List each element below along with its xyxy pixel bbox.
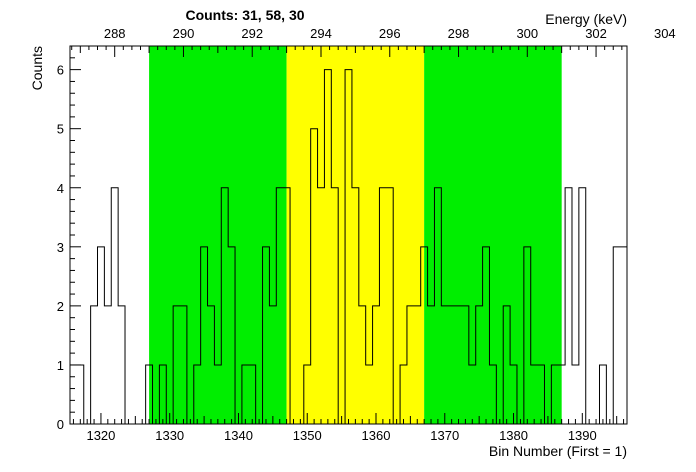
energy-tick-label: 302: [585, 26, 607, 41]
histogram-bin-1347: [283, 188, 290, 424]
histogram-bin-1351: [311, 129, 318, 424]
histogram-bin-1368: [428, 306, 435, 424]
histogram-bin-1338: [221, 188, 228, 424]
y-tick-label: 0: [57, 417, 64, 432]
histogram-bin-1344: [263, 247, 270, 424]
histogram-bin-1379: [503, 306, 510, 424]
histogram-bin-1387: [558, 365, 565, 424]
histogram-bin-1383: [531, 365, 538, 424]
histogram-layer: [69, 69, 628, 425]
histogram-bin-1322: [111, 188, 118, 424]
histogram-bin-1339: [228, 247, 235, 424]
y-tick-label: 1: [57, 358, 64, 373]
chart-title: Counts: 31, 58, 30: [185, 7, 304, 23]
histogram-bin-1393: [599, 365, 606, 424]
region-band-2: [286, 46, 425, 424]
histogram-bin-1317: [77, 365, 84, 424]
histogram-bin-1357: [352, 188, 359, 424]
histogram-bin-1332: [180, 306, 187, 424]
energy-tick-label: 304: [654, 26, 676, 41]
histogram-bin-1354: [331, 188, 338, 424]
axis-ticks: [70, 45, 625, 425]
energy-tick-label: 300: [516, 26, 538, 41]
energy-tick-label: 290: [173, 26, 195, 41]
histogram-bin-1346: [276, 188, 283, 424]
x-tick-label: 1340: [224, 428, 253, 443]
histogram-bin-1366: [414, 306, 421, 424]
histogram-bin-1374: [469, 365, 476, 424]
histogram-bin-1331: [173, 306, 180, 424]
histogram-bin-1377: [489, 365, 496, 424]
histogram-bin-1376: [483, 247, 490, 424]
y-tick-label: 4: [57, 181, 64, 196]
histogram-bin-1341: [242, 365, 249, 424]
histogram-bin-1371: [448, 306, 455, 424]
histogram-bin-1395: [613, 247, 620, 424]
histogram-bin-1390: [579, 188, 586, 424]
x-tick-label: 1320: [86, 428, 115, 443]
histogram-bin-1361: [379, 188, 386, 424]
histogram-bin-1365: [407, 306, 414, 424]
energy-tick-label: 296: [379, 26, 401, 41]
histogram-bin-1364: [400, 365, 407, 424]
histogram-bin-1372: [455, 306, 462, 424]
histogram-bin-1367: [421, 247, 428, 424]
histogram-bin-1342: [249, 365, 256, 424]
histogram-bin-1321: [104, 306, 111, 424]
y-tick-label: 6: [57, 63, 64, 78]
y-axis-label: Counts: [29, 46, 45, 90]
histogram-bin-1384: [538, 365, 545, 424]
histogram-outline: [69, 69, 628, 425]
x-tick-label: 1370: [430, 428, 459, 443]
x-axis-label: Bin Number (First = 1): [489, 443, 627, 459]
histogram-bin-1345: [269, 306, 276, 424]
energy-tick-label: 288: [104, 26, 126, 41]
energy-tick-label: 292: [241, 26, 263, 41]
histogram-bin-1375: [476, 306, 483, 424]
histogram-bin-1373: [462, 306, 469, 424]
y-tick-label: 2: [57, 299, 64, 314]
histogram-bin-1329: [159, 365, 166, 424]
histogram-bin-1359: [366, 365, 373, 424]
energy-tick-label: 294: [310, 26, 332, 41]
y-tick-label: 3: [57, 240, 64, 255]
histogram-bin-1336: [208, 306, 215, 424]
histogram-bin-1335: [201, 247, 208, 424]
histogram-bin-1369: [434, 188, 441, 424]
histogram-bin-1360: [373, 306, 380, 424]
histogram-bin-1334: [194, 365, 201, 424]
region-band-3: [424, 46, 562, 424]
histogram-bin-1327: [146, 365, 153, 424]
histogram-bin-1362: [386, 188, 393, 424]
histogram-bin-1358: [359, 306, 366, 424]
histogram-bin-1388: [565, 188, 572, 424]
region-band-1: [149, 46, 287, 424]
energy-tick-label: 298: [448, 26, 470, 41]
x-tick-label: 1350: [293, 428, 322, 443]
histogram-bin-1316: [70, 365, 77, 424]
x-tick-label: 1380: [499, 428, 528, 443]
x-tick-label: 1390: [568, 428, 597, 443]
histogram-bin-1382: [524, 247, 531, 424]
histogram-bin-1356: [345, 70, 352, 424]
histogram-bin-1337: [214, 365, 221, 424]
y-tick-label: 5: [57, 122, 64, 137]
histogram-bin-1389: [572, 365, 579, 424]
histogram-bin-1320: [98, 247, 105, 424]
x-tick-label: 1360: [362, 428, 391, 443]
histogram-bin-1323: [118, 306, 125, 424]
histogram-bin-1352: [318, 188, 325, 424]
top-axis-label: Energy (keV): [545, 11, 627, 27]
histogram-bin-1353: [324, 70, 331, 424]
histogram-bin-1386: [551, 365, 558, 424]
histogram-bin-1370: [441, 306, 448, 424]
x-tick-label: 1330: [155, 428, 184, 443]
tick-labels: 1320 1330 1340 1350 1360 1370 1380 1390 0 1 2 3 4 5 6 2…: [57, 26, 676, 443]
region-bands: [149, 46, 562, 424]
histogram-bin-1319: [91, 306, 98, 424]
histogram-bin-1396: [620, 247, 627, 424]
